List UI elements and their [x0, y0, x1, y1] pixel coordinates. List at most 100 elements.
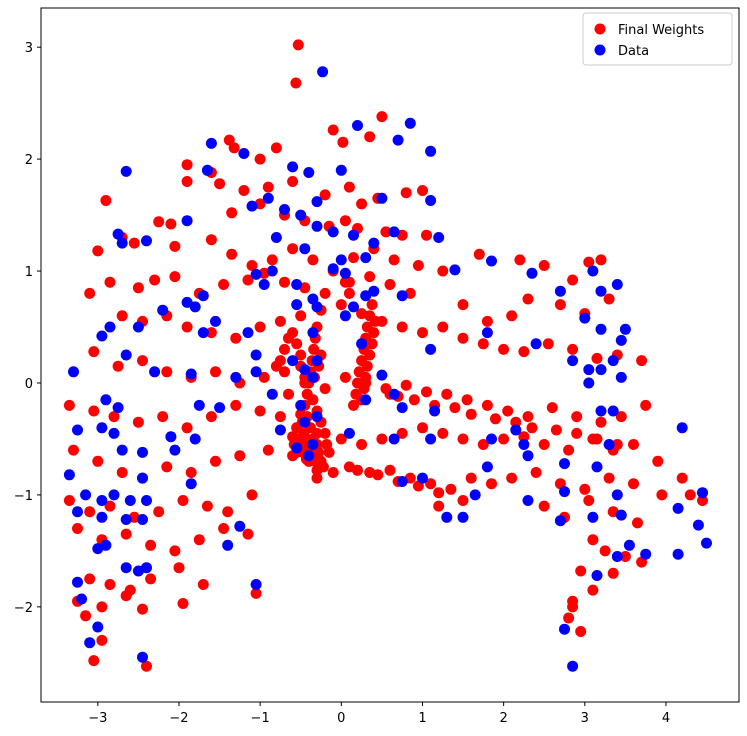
data-point — [591, 570, 603, 581]
final-weights-point — [205, 411, 217, 423]
final-weights-point — [153, 506, 165, 518]
data-point — [441, 511, 453, 523]
final-weights-point — [339, 276, 351, 288]
final-weights-point — [628, 478, 639, 490]
data-point — [591, 461, 603, 473]
final-weights-point — [571, 411, 583, 423]
data-point — [356, 338, 368, 350]
data-point — [112, 402, 124, 414]
final-weights-point — [457, 433, 469, 445]
final-weights-point — [234, 450, 246, 462]
final-weights-point — [295, 310, 307, 322]
final-weights-point — [364, 131, 376, 143]
data-point — [210, 315, 221, 327]
final-weights-point — [498, 433, 510, 445]
data-point — [607, 355, 619, 367]
data-point — [201, 164, 213, 176]
data-point — [63, 469, 75, 481]
final-weights-point — [348, 252, 359, 264]
final-weights-point — [510, 416, 522, 428]
data-point — [120, 349, 132, 361]
final-weights-point — [356, 439, 368, 450]
data-point — [352, 120, 363, 131]
y-tick-label: 2 — [25, 153, 33, 168]
final-weights-point — [361, 360, 373, 372]
final-weights-point — [270, 360, 282, 372]
data-point — [197, 290, 209, 302]
final-weights-point — [437, 321, 449, 333]
final-weights-point — [437, 265, 449, 277]
data-point — [72, 424, 83, 436]
data-point — [615, 334, 627, 346]
data-point — [339, 267, 351, 279]
final-weights-point — [137, 355, 148, 367]
final-weights-point — [230, 332, 242, 344]
final-weights-point — [433, 500, 445, 512]
data-point — [368, 285, 380, 297]
final-weights-point — [563, 612, 575, 624]
data-point — [518, 439, 530, 450]
final-weights-point — [173, 562, 185, 574]
x-tick-label: −3 — [88, 711, 107, 726]
data-point — [469, 489, 481, 501]
data-point — [311, 220, 323, 232]
final-weights-point — [599, 545, 611, 557]
x-tick-label: −1 — [251, 711, 270, 726]
final-weights-point — [262, 444, 274, 456]
final-weights-point — [258, 371, 270, 383]
data-point — [307, 439, 319, 450]
data-point — [205, 137, 217, 149]
data-point — [92, 543, 104, 555]
data-point — [76, 593, 88, 605]
data-point — [339, 310, 351, 322]
final-weights-point — [583, 256, 595, 268]
final-weights-point — [153, 216, 165, 228]
final-weights-point — [591, 433, 603, 445]
final-weights-point — [181, 422, 193, 434]
x-tick-label: −2 — [169, 711, 188, 726]
legend: Final Weights Data — [582, 12, 733, 66]
final-weights-point — [169, 545, 181, 557]
final-weights-point — [437, 427, 449, 439]
final-weights-point — [457, 299, 469, 311]
final-weights-point — [408, 394, 420, 406]
data-point — [433, 232, 445, 243]
final-weights-point — [238, 185, 250, 196]
data-point — [250, 366, 262, 378]
final-weights-point — [120, 590, 132, 602]
data-point — [392, 134, 404, 146]
data-point — [120, 562, 132, 574]
final-weights-point — [80, 610, 92, 622]
final-weights-point — [567, 601, 579, 613]
data-point — [96, 511, 108, 523]
final-weights-point — [226, 248, 238, 260]
final-weights-point — [141, 660, 152, 672]
data-point — [554, 285, 566, 297]
data-point — [481, 461, 493, 473]
final-weights-point — [132, 416, 144, 428]
final-weights-point — [400, 379, 412, 391]
final-weights-point — [421, 229, 432, 241]
data-point — [120, 514, 132, 525]
data-point — [100, 394, 112, 406]
final-weights-point — [307, 394, 319, 406]
final-weights-point — [433, 487, 445, 499]
final-weights-point — [96, 601, 108, 613]
data-point — [327, 263, 339, 275]
final-weights-point — [358, 383, 370, 395]
data-point — [72, 506, 83, 518]
final-weights-point — [319, 189, 331, 201]
final-weights-point — [461, 394, 473, 406]
data-point — [559, 458, 570, 470]
final-weights-point — [120, 528, 132, 540]
final-weights-point — [270, 142, 282, 154]
final-weights-point — [567, 343, 579, 355]
final-weights-point — [222, 506, 234, 518]
final-weights-point — [165, 218, 177, 230]
final-weights-point — [112, 360, 124, 372]
data-point — [72, 576, 83, 588]
data-point — [583, 377, 595, 389]
data-point — [611, 279, 623, 290]
